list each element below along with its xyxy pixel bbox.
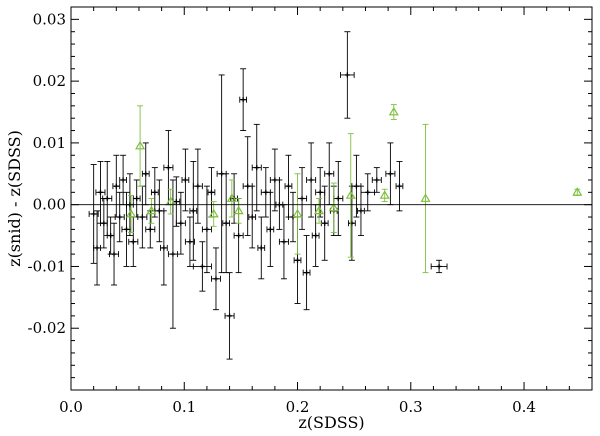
plus-point [251,123,262,212]
plus-point [93,210,101,286]
plus-point [224,272,235,360]
plus-point [172,176,181,227]
triangle-point [379,188,390,203]
plus-point [175,191,186,255]
plus-point [306,142,317,218]
plus-point [278,204,289,280]
plus-point [201,185,212,274]
plus-point [324,142,335,206]
plus-point [109,222,120,286]
plus-point [106,216,115,255]
plus-point [266,191,275,267]
plus-point [119,154,127,206]
y-axis: 0.03 0.02 0.01 0.00 -0.01 -0.02 [28,10,592,379]
triangle-point [165,188,176,215]
plus-point [102,160,113,237]
plus-point [114,191,125,243]
triangle-point [226,179,237,218]
x-tick-label: 0.0 [59,398,83,416]
triangle-point [328,182,339,233]
plus-point [192,148,203,224]
y-tick-label: 0.00 [33,196,66,214]
triangle-point [125,194,137,233]
triangle-point [292,173,303,255]
plus-point [239,68,248,131]
triangle-point [146,198,157,224]
plus-point [192,241,212,292]
x-axis: 0.0 0.1 0.2 0.3 0.4 [59,7,570,416]
plus-point [340,31,355,119]
data-layer [88,31,583,360]
triangle-point [135,105,146,187]
y-axis-label: z(snid) - z(SDSS) [5,130,24,267]
plus-point [181,148,190,212]
plus-point [132,179,141,218]
plus-point [184,216,195,267]
plus-point [371,167,382,193]
triangle-point [572,187,583,196]
plus-point [189,160,198,261]
y-tick-label: -0.02 [28,319,66,337]
triangle-point [313,198,325,224]
plus-point [297,167,308,230]
x-tick-label: 0.4 [512,398,536,416]
triangle-point [345,133,356,258]
triangle-point [388,104,399,120]
plus-point [210,247,221,311]
x-tick-label: 0.3 [399,398,423,416]
x-tick-label: 0.1 [172,398,196,416]
plus-point [284,154,293,218]
plus-point [145,210,156,249]
plot-frame [70,6,593,391]
triangle-point [420,123,431,274]
plus-point [95,160,106,224]
plus-point [163,130,174,206]
x-tick-label: 0.2 [286,398,310,416]
triangle-point [208,201,219,227]
y-tick-label: 0.01 [33,134,66,152]
plus-point [257,216,266,280]
plus-point [302,235,311,311]
plus-point [222,173,231,274]
plus-point [160,210,168,286]
triangle-point [233,198,244,224]
x-axis-label: z(SDSS) [298,413,364,432]
plus-point [248,185,257,249]
y-tick-label: 0.03 [33,10,66,28]
y-tick-label: 0.02 [33,72,66,90]
plus-point [395,160,404,212]
plus-point [333,160,344,237]
plus-point [320,185,329,261]
y-tick-label: -0.01 [28,257,66,275]
plus-point [112,154,121,218]
plus-point [99,198,108,249]
plus-point [430,259,448,274]
plus-point [141,142,150,206]
